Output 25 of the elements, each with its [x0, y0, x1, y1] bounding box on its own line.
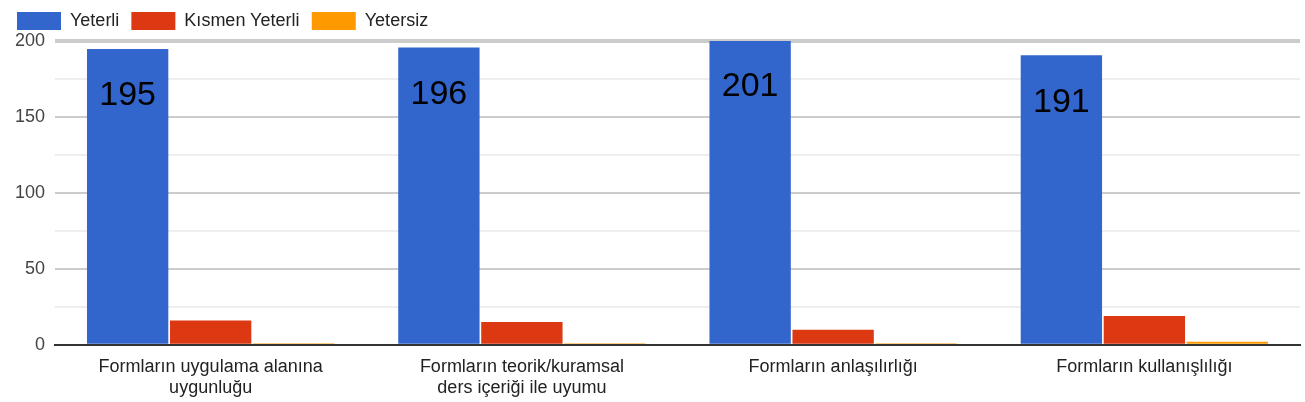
y-tick-label: 0 — [35, 333, 46, 354]
data-label: 195 — [99, 74, 157, 113]
bar — [709, 40, 791, 344]
legend-label: Yeterli — [70, 9, 120, 30]
x-tick-label: Formların uygulama alanına uygunluğu — [98, 355, 324, 398]
data-label: 191 — [1033, 80, 1090, 119]
y-tick-label: 150 — [14, 106, 46, 127]
data-label: 196 — [410, 72, 468, 111]
legend-label: Yetersiz — [364, 9, 429, 30]
legend-label: Kısmen Yeterli — [184, 9, 300, 30]
bar — [1186, 341, 1269, 344]
bar — [86, 49, 169, 344]
y-tick-label: 200 — [14, 30, 46, 51]
x-tick-label: Formların kullanışlılığı — [1056, 355, 1233, 376]
bar — [1020, 55, 1103, 344]
bar — [398, 47, 480, 344]
bar — [169, 320, 252, 344]
x-tick-label: Formların anlaşılırlığı — [748, 355, 918, 376]
bar — [1103, 315, 1186, 344]
bar — [481, 322, 563, 344]
data-label: 201 — [721, 65, 779, 104]
bar — [792, 329, 874, 344]
y-tick-label: 100 — [14, 182, 46, 203]
y-tick-label: 50 — [25, 257, 46, 278]
x-tick-label: Formların teorik/kuramsal ders içeriği ile uyumu — [419, 355, 624, 398]
